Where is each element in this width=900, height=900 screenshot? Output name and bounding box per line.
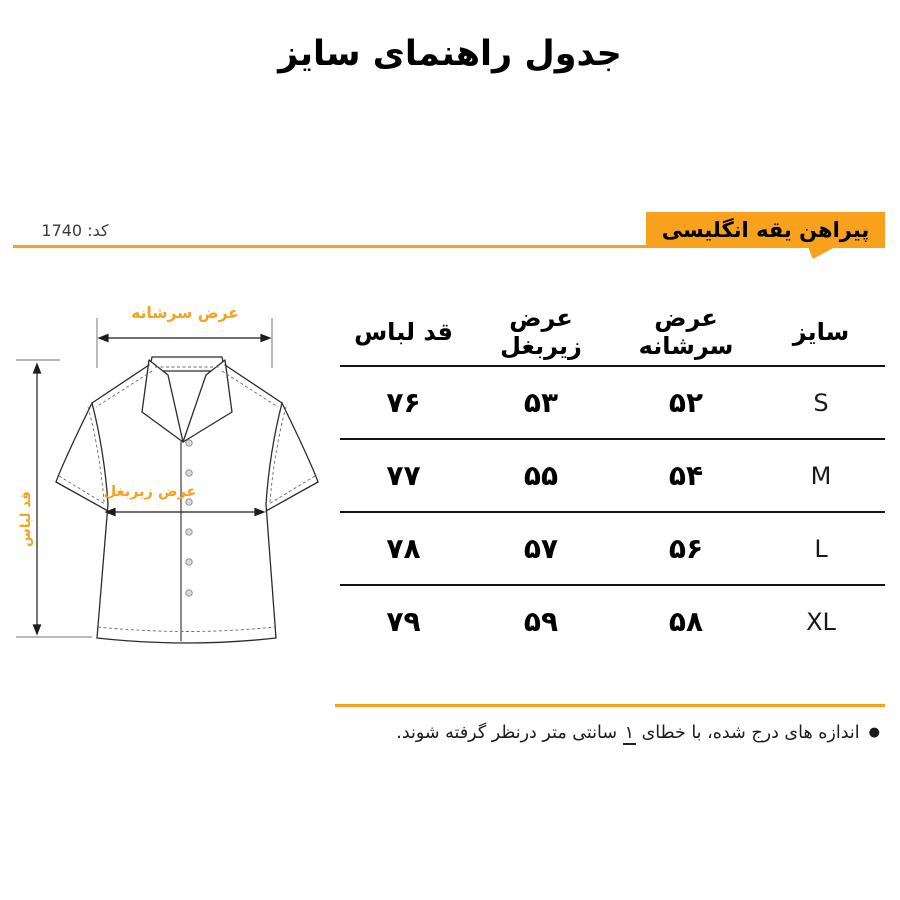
underarm-width-label: عرض زیربغل <box>103 484 197 500</box>
banner-tail <box>808 247 835 259</box>
measurement-guides <box>16 318 273 638</box>
underarm-value: ۵۳ <box>523 386 559 419</box>
column-header-underarm: عرض زیربغل <box>500 303 582 360</box>
shirt-outline <box>55 356 319 644</box>
underarm-value: ۵۹ <box>523 605 559 638</box>
product-name-label: پیراهن یقه انگلیسی <box>661 218 870 242</box>
measurement-arrows <box>32 333 272 636</box>
underarm-value: ۵۵ <box>523 459 559 492</box>
note-error-value: ۱ <box>622 723 636 745</box>
column-header-shoulder: عرض سرشانه <box>638 303 734 360</box>
underarm-value: ۵۷ <box>523 532 559 565</box>
shoulder-value: ۵۴ <box>668 459 704 492</box>
length-value: ۷۹ <box>386 605 421 638</box>
note-text-suffix: سانتی متر درنظر گرفته شوند. <box>396 723 623 743</box>
shirt-stitch-lines <box>58 366 316 632</box>
length-value: ۷۷ <box>386 459 421 492</box>
length-value: ۷۸ <box>386 532 421 565</box>
banner-underline <box>13 245 647 248</box>
column-header-length: قد لباس <box>354 317 453 346</box>
size-value: XL <box>806 607 836 636</box>
note-text-prefix: اندازه های درج شده، با خطای <box>636 723 860 743</box>
length-value: ۷۶ <box>386 386 421 419</box>
table-row: XL ۵۸ ۵۹ ۷۹ <box>340 584 885 657</box>
shoulder-value: ۵۲ <box>668 386 704 419</box>
product-code: کد: 1740 <box>41 221 109 240</box>
shirt-diagram <box>16 318 319 644</box>
column-header-size: سایز <box>792 317 850 346</box>
table-row: L ۵۶ ۵۷ ۷۸ <box>340 511 885 584</box>
garment-length-label: قد لباس <box>18 491 34 547</box>
table-row: M ۵۴ ۵۵ ۷۷ <box>340 438 885 511</box>
shirt-buttons <box>185 439 193 597</box>
product-name-banner: پیراهن یقه انگلیسی <box>646 212 885 248</box>
shoulder-value: ۵۶ <box>668 532 704 565</box>
size-value: S <box>813 388 829 417</box>
size-value: M <box>810 461 832 490</box>
page-title: جدول راهنمای سایز <box>278 34 622 74</box>
shoulder-value: ۵۸ <box>668 605 704 638</box>
size-table: سایز عرض سرشانه عرض زیربغل قد لباس S ۵۲ … <box>340 298 885 657</box>
measurement-note: ● اندازه های درج شده، با خطای ۱ سانتی متر… <box>335 719 880 747</box>
shoulder-width-label: عرض سرشانه <box>131 304 239 322</box>
bullet-icon: ● <box>868 725 880 740</box>
size-table-header: سایز عرض سرشانه عرض زیربغل قد لباس <box>340 298 885 365</box>
size-value: L <box>814 534 828 563</box>
table-row: S ۵۲ ۵۳ ۷۶ <box>340 365 885 438</box>
footer-divider <box>335 704 885 707</box>
